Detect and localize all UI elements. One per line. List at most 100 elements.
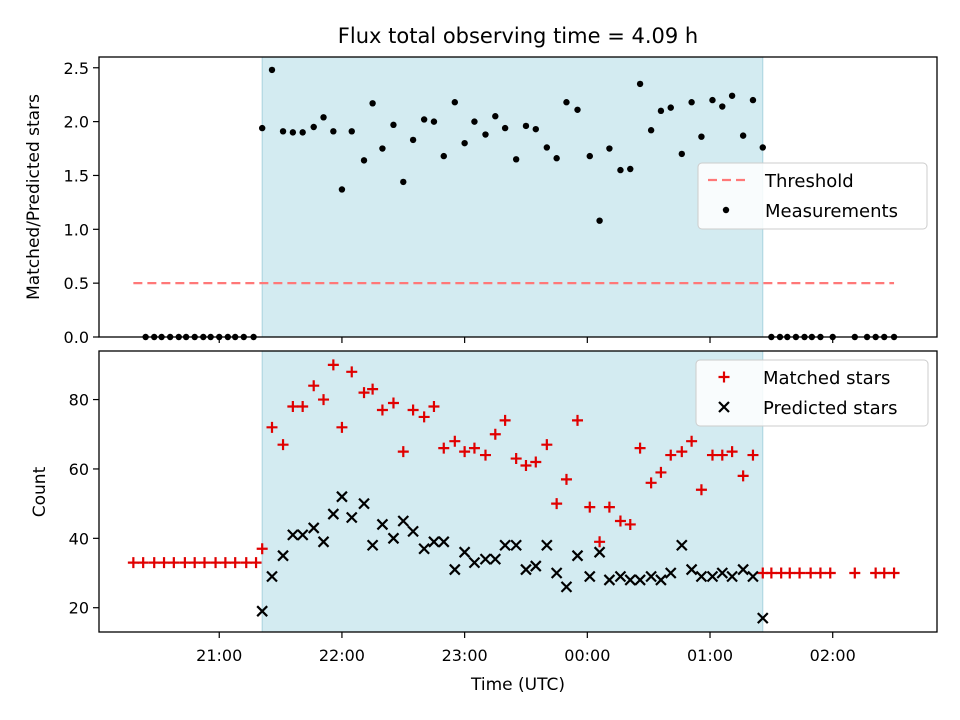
matched-point [716, 449, 728, 461]
measurement-point [279, 128, 287, 135]
measurement-point [492, 113, 499, 120]
predicted-point [397, 515, 410, 527]
matched-point [210, 557, 222, 569]
measurement-point [606, 145, 613, 152]
observing-window-top [261, 56, 764, 338]
predicted-point [449, 563, 461, 576]
matched-point [250, 557, 262, 569]
matched-point [765, 567, 777, 579]
x-tick-label: 01:00 [687, 646, 733, 665]
matched-point [686, 435, 698, 447]
matched-point [418, 411, 430, 423]
y-tick-label: 0.5 [64, 274, 89, 293]
predicted-point [614, 570, 627, 583]
matched-point [624, 518, 636, 530]
matched-point [499, 414, 511, 426]
matched-point [266, 421, 278, 433]
matched-point [376, 404, 388, 416]
matched-point [158, 557, 170, 569]
y-tick-label: 2.5 [64, 59, 89, 78]
predicted-point [624, 574, 637, 586]
predicted-point [256, 605, 268, 617]
matched-point [814, 567, 826, 579]
predicted-point [458, 546, 471, 558]
measurement-point [440, 152, 447, 160]
measurement-point [471, 118, 478, 125]
matched-point [510, 453, 522, 465]
matched-point [489, 428, 501, 440]
matched-point [179, 557, 191, 569]
x-tick-label: 23:00 [442, 646, 488, 665]
predicted-point [307, 522, 320, 534]
count-panel: 20 40 60 80 21:00 22:00 23:00 00:00 01:00 02:00 C… [30, 350, 938, 665]
matched-point [572, 414, 584, 426]
legend-series-swatch [718, 401, 730, 413]
matched-point [551, 498, 563, 510]
measurement-point [390, 121, 397, 129]
predicted-point [676, 539, 688, 552]
predicted-point [550, 567, 563, 579]
predicted-point [317, 536, 330, 548]
measurement-point [451, 99, 459, 106]
y-tick-label: 1.5 [64, 166, 89, 185]
measurement-point [348, 128, 355, 135]
matched-point [438, 442, 450, 454]
predicted-point [541, 539, 553, 552]
predicted-point [510, 539, 522, 552]
measurement-point [617, 166, 624, 174]
predicted-point [479, 553, 492, 565]
predicted-point [277, 549, 289, 562]
predicted-point [468, 556, 481, 569]
predicted-point [685, 563, 698, 576]
measurement-point [543, 144, 551, 151]
x-tick-label: 02:00 [810, 646, 856, 665]
predicted-point [366, 539, 379, 552]
y-tick-label: 60 [69, 460, 89, 479]
matched-point [676, 446, 688, 458]
predicted-point [489, 553, 502, 565]
axes-frame [98, 350, 938, 633]
measurement-point [289, 129, 297, 136]
matched-point [530, 456, 542, 468]
x-tick-label: 21:00 [196, 646, 242, 665]
legend-label: Predicted stars [763, 398, 897, 419]
matched-point [520, 459, 532, 471]
matched-point [387, 397, 399, 409]
predicted-point [520, 563, 532, 576]
predicted-point [571, 549, 584, 562]
matched-point [308, 380, 320, 392]
predicted-point [437, 536, 450, 548]
matched-point [794, 567, 806, 579]
matched-point [327, 359, 339, 371]
measurement-point [698, 133, 705, 140]
measurement-point [586, 152, 593, 160]
measurement-point [258, 124, 266, 132]
predicted-point [387, 532, 400, 545]
count-axes: 20 40 60 80 21:00 22:00 23:00 00:00 01:00 02:00 [69, 350, 938, 665]
matched-point [784, 567, 796, 579]
y-tick-label: 1.0 [64, 220, 89, 239]
measurement-point [501, 124, 509, 132]
bottom-y-axis-label: Count [30, 466, 50, 517]
measurement-point [512, 156, 520, 163]
matched-point [634, 442, 646, 454]
chart-title: Flux total observing time = 4.09 h [338, 24, 698, 48]
matched-point [541, 439, 553, 451]
measurement-point [330, 128, 337, 135]
matched-point [824, 567, 836, 579]
measurement-point [299, 129, 306, 136]
matched-point [655, 466, 667, 478]
matched-point [726, 446, 738, 458]
matched-point [229, 557, 241, 569]
ratio-panel: 0.0 0.5 1.0 1.5 2.0 2.5 Matched/Predicted sta… [24, 56, 938, 347]
measurement-point [636, 80, 644, 88]
matched-point [468, 442, 480, 454]
predicted-point [530, 560, 542, 572]
matched-point [287, 401, 299, 413]
legend-box [697, 162, 928, 230]
matched-point [747, 449, 759, 461]
predicted-point [376, 518, 389, 531]
measurement-point [657, 107, 665, 115]
predicted-point [287, 529, 299, 541]
